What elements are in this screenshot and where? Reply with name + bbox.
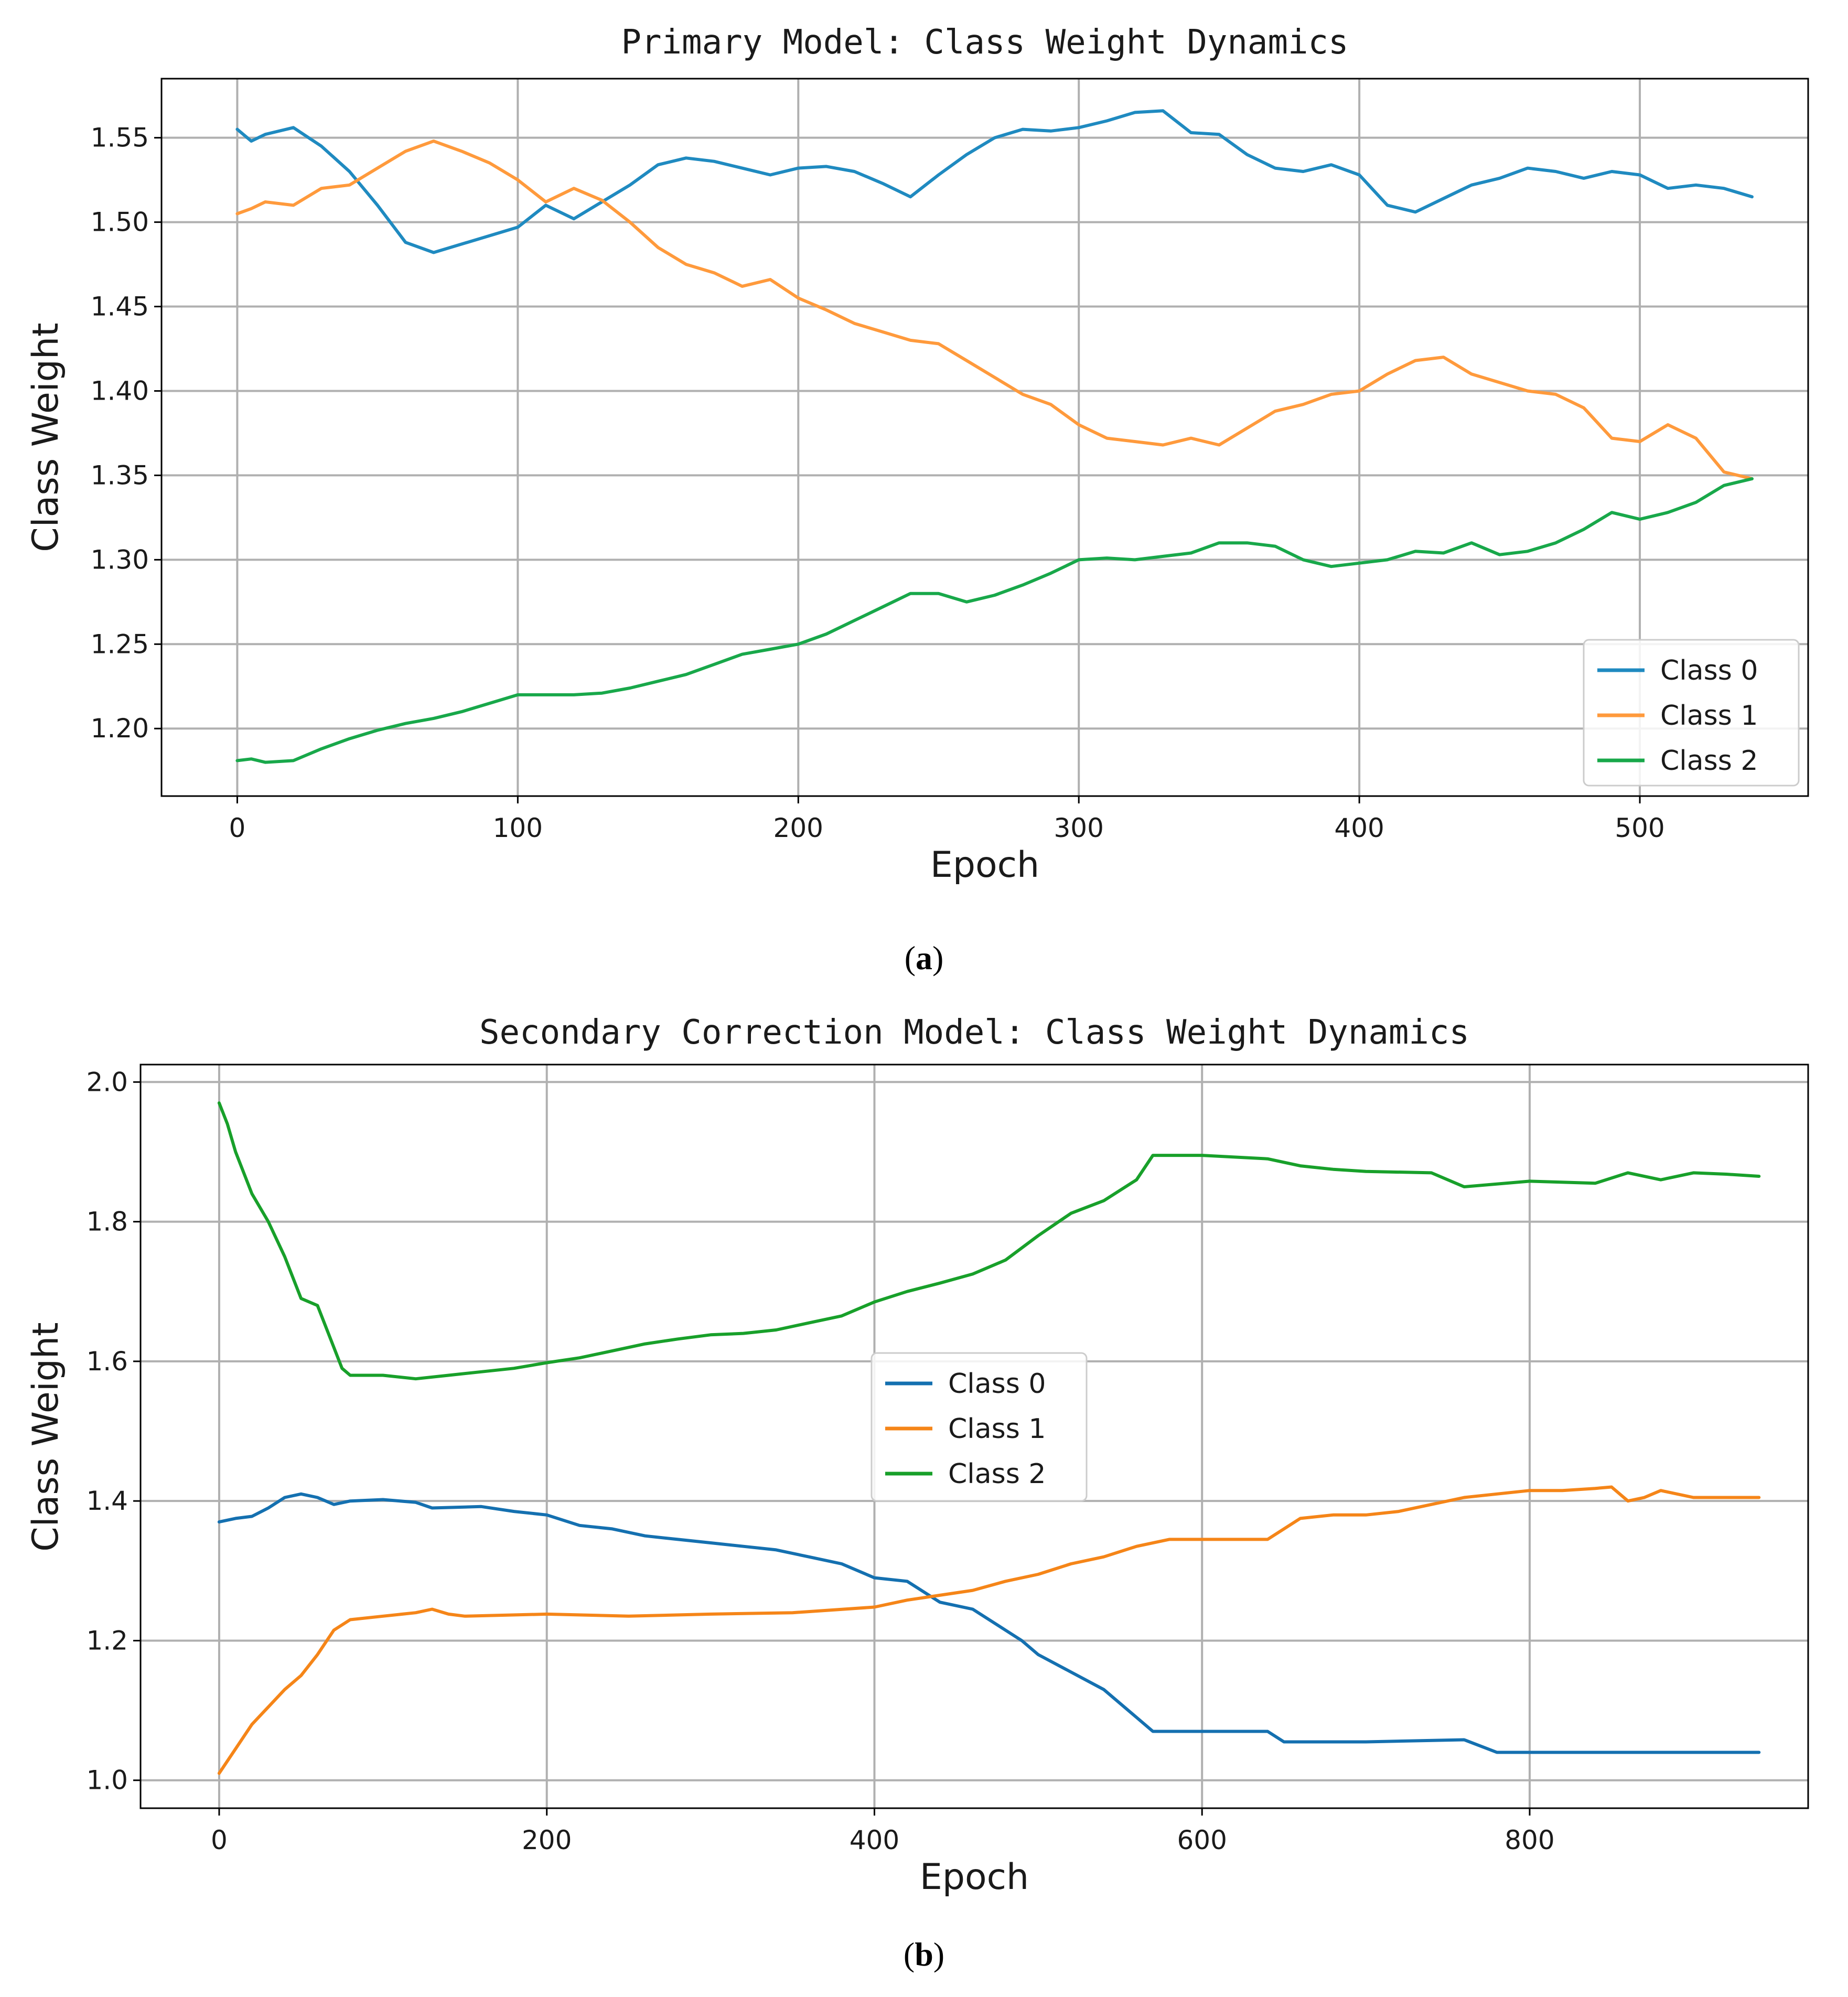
- chart-a-legend-label-class-2: Class 2: [1660, 745, 1758, 777]
- chart-a-gridlines: [162, 79, 1808, 796]
- chart-a-series-class-1: [235, 139, 1754, 480]
- chart-b-series-class-2: [217, 1101, 1761, 1381]
- chart-b-x-ticks: 0 200 400 600 800: [211, 1808, 1555, 1855]
- chart-b-x-tick-label: 400: [850, 1825, 899, 1855]
- chart-a-y-tick-label: 1.55: [91, 123, 149, 153]
- chart-b-y-tick-label: 1.8: [86, 1207, 128, 1237]
- chart-a-x-axis-label: Epoch: [930, 844, 1039, 886]
- chart-b-title: Secondary Correction Model: Class Weight…: [479, 1013, 1469, 1052]
- chart-a-y-tick-label: 1.20: [91, 713, 149, 744]
- chart-a-y-tick-label: 1.25: [91, 629, 149, 659]
- chart-a-x-tick-label: 400: [1334, 813, 1384, 843]
- chart-b-series-class-1: [217, 1485, 1761, 1775]
- chart-a-legend-label-class-0: Class 0: [1660, 655, 1758, 686]
- chart-a-caption: (a): [905, 939, 944, 976]
- chart-b-x-tick-label: 0: [211, 1825, 228, 1855]
- chart-b-caption: (b): [904, 1936, 944, 1973]
- chart-a-y-tick-label: 1.50: [91, 207, 149, 238]
- chart-b-y-tick-label: 2.0: [86, 1067, 128, 1097]
- chart-b-legend-items: Class 0 Class 1 Class 2: [885, 1368, 1046, 1490]
- chart-a-y-tick-label: 1.40: [91, 375, 149, 406]
- chart-a-legend-items: Class 0 Class 1 Class 2: [1597, 655, 1758, 777]
- chart-a-axes-frame: [160, 78, 1809, 797]
- chart-b-series-lines: [217, 1101, 1761, 1775]
- chart-b-caption-letter: b: [915, 1936, 933, 1973]
- chart-a-y-tick-label: 1.30: [91, 544, 149, 575]
- chart-a-series-class-2: [235, 477, 1754, 764]
- chart-a-series-class-0: [235, 109, 1754, 254]
- chart-b-x-tick-label: 800: [1505, 1825, 1554, 1855]
- chart-b-x-tick-label: 200: [522, 1825, 572, 1855]
- chart-a-legend-label-class-1: Class 1: [1660, 700, 1758, 732]
- chart-b-y-tick-label: 1.0: [86, 1765, 128, 1796]
- chart-a-x-tick-label: 0: [229, 813, 246, 843]
- chart-b-legend-label-class-1: Class 1: [948, 1413, 1046, 1445]
- chart-b-x-tick-label: 600: [1177, 1825, 1227, 1855]
- chart-a-series-lines: [235, 109, 1754, 764]
- chart-b-legend-label-class-0: Class 0: [948, 1368, 1046, 1400]
- chart-b-y-tick-label: 1.4: [86, 1486, 128, 1516]
- chart-b-secondary-correction-model: 0 200 400 600 800 1.0 1.2 1.4 1.6 1.8 2.0 Seconda…: [25, 1013, 1809, 1973]
- chart-a-x-tick-label: 500: [1615, 813, 1664, 843]
- chart-a-y-tick-label: 1.45: [91, 292, 149, 322]
- chart-a-primary-model: 0 100 200 300 400 500 1.20 1.25 1.30 1.35 1.40 1.4…: [25, 23, 1809, 976]
- chart-a-legend-box: [1583, 639, 1800, 787]
- chart-a-title: Primary Model: Class Weight Dynamics: [621, 23, 1348, 62]
- chart-b-series-class-0: [217, 1492, 1761, 1754]
- chart-b-axes-frame: [139, 1064, 1809, 1809]
- chart-b-y-ticks: 1.0 1.2 1.4 1.6 1.8 2.0: [86, 1067, 141, 1796]
- chart-a-x-tick-label: 100: [493, 813, 543, 843]
- chart-a-y-tick-label: 1.35: [91, 460, 149, 490]
- chart-b-y-axis-label: Class Weight: [25, 1322, 67, 1551]
- chart-a-caption-letter: a: [916, 939, 932, 976]
- chart-b-x-axis-label: Epoch: [920, 1856, 1029, 1898]
- chart-b-legend-label-class-2: Class 2: [948, 1458, 1046, 1490]
- chart-a-x-tick-label: 300: [1054, 813, 1103, 843]
- chart-b-y-tick-label: 1.6: [86, 1346, 128, 1377]
- chart-a-y-axis-label: Class Weight: [25, 323, 67, 552]
- chart-a-y-ticks: 1.20 1.25 1.30 1.35 1.40 1.45 1.50 1.55: [91, 123, 162, 744]
- chart-a-x-tick-label: 200: [773, 813, 823, 843]
- chart-b-y-tick-label: 1.2: [86, 1625, 128, 1656]
- chart-a-legend: Class 0 Class 1 Class 2: [1583, 639, 1800, 787]
- chart-b-legend: Class 0 Class 1 Class 2: [871, 1352, 1088, 1502]
- chart-a-x-ticks: 0 100 200 300 400 500: [229, 796, 1665, 843]
- chart-b-legend-box: [871, 1352, 1088, 1502]
